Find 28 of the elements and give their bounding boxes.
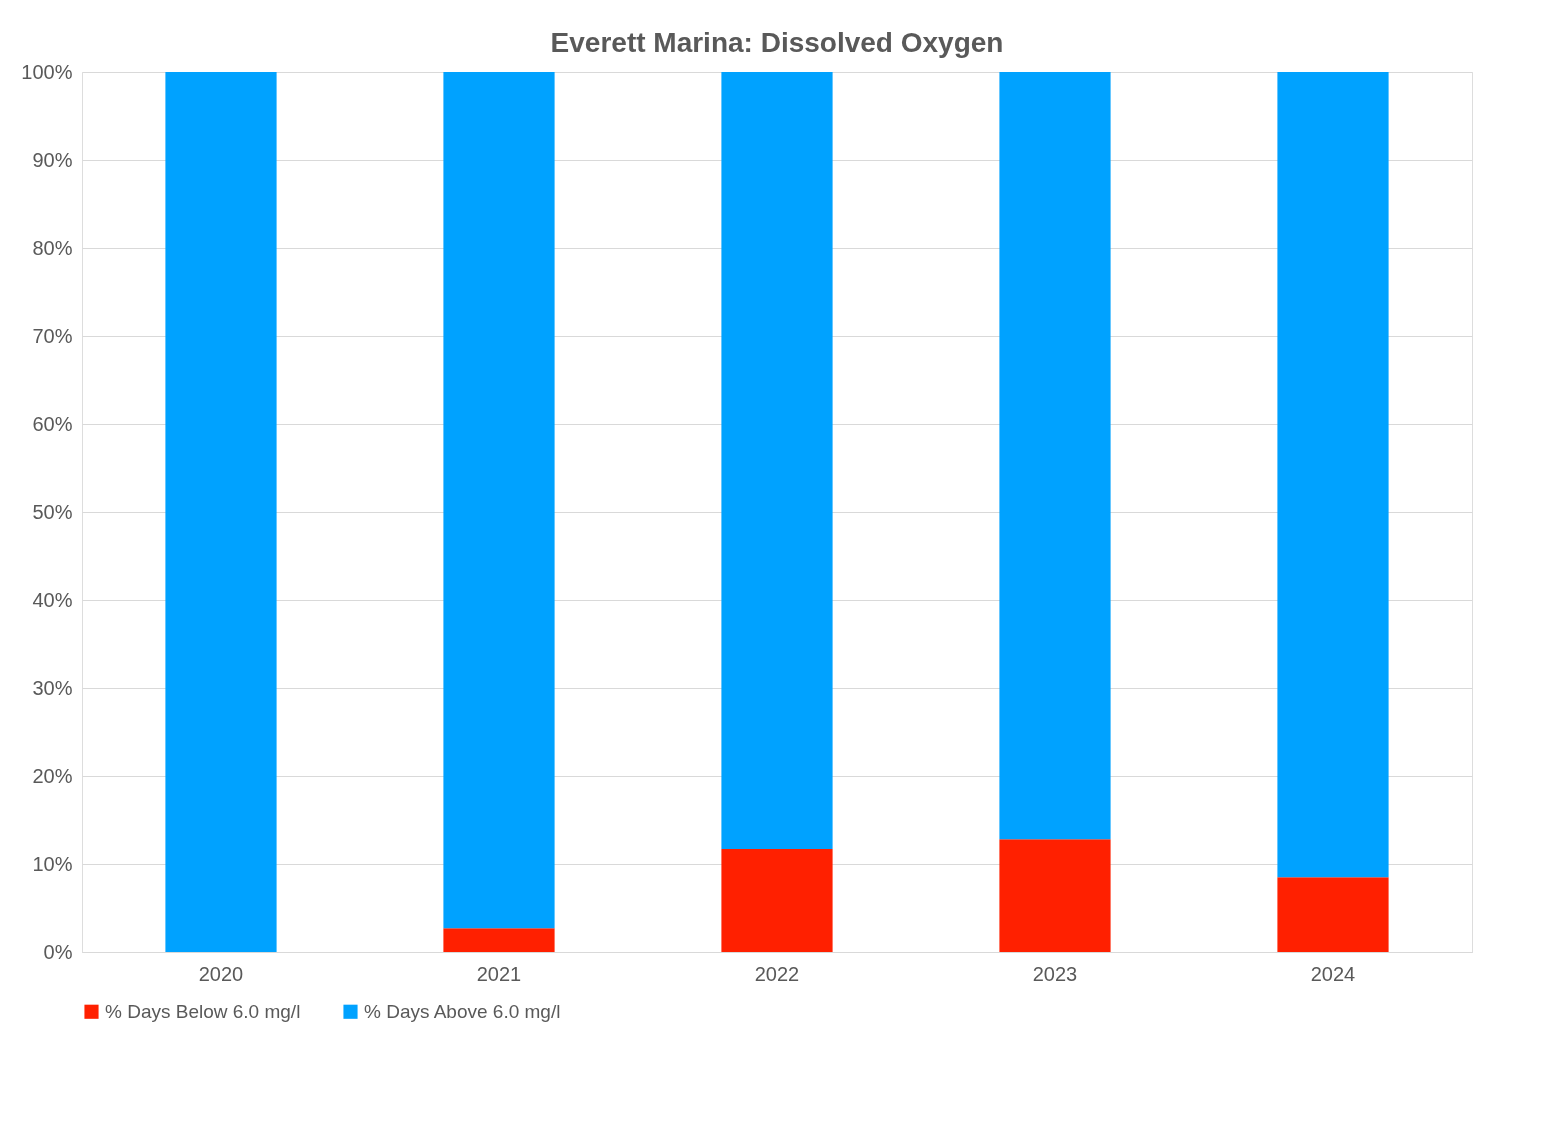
bar	[165, 72, 277, 952]
x-tick-label: 2020	[198, 962, 244, 985]
bar	[999, 72, 1111, 840]
bar	[999, 839, 1111, 952]
y-tick-label: 20%	[32, 764, 73, 787]
legend-label: % Days Above 6.0 mg/l	[364, 1000, 561, 1022]
y-tick-label: 30%	[32, 676, 73, 699]
bar	[443, 72, 555, 929]
y-tick-label: 40%	[32, 588, 73, 611]
bar	[1277, 877, 1389, 952]
x-tick-label: 2024	[1310, 962, 1356, 985]
x-tick-label: 2021	[476, 962, 522, 985]
bar	[1277, 72, 1389, 878]
y-tick-label: 0%	[43, 940, 73, 963]
chart-title: Everett Marina: Dissolved Oxygen	[550, 27, 1004, 58]
y-tick-label: 80%	[32, 236, 73, 259]
y-tick-label: 90%	[32, 148, 73, 171]
y-tick-label: 10%	[32, 852, 73, 875]
y-tick-label: 60%	[32, 412, 73, 435]
y-tick-label: 100%	[21, 60, 73, 83]
y-tick-label: 50%	[32, 500, 73, 523]
bar	[721, 72, 833, 850]
x-tick-label: 2022	[754, 962, 800, 985]
bar	[443, 928, 555, 952]
bar	[721, 849, 833, 952]
x-tick-label: 2023	[1032, 962, 1078, 985]
y-tick-label: 70%	[32, 324, 73, 347]
legend-label: % Days Below 6.0 mg/l	[105, 1000, 301, 1022]
